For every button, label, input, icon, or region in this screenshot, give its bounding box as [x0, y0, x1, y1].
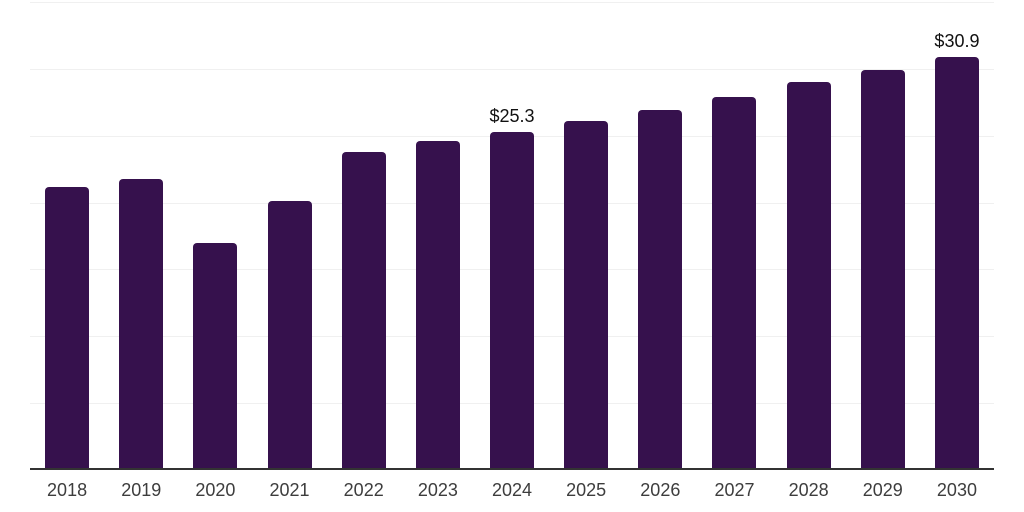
bar-2018	[45, 186, 90, 470]
x-tick-label-2018: 2018	[47, 480, 88, 500]
x-tick-label-2024: 2024	[491, 480, 533, 500]
gridline	[30, 2, 994, 3]
bar-group-2024: $25.3	[475, 0, 549, 470]
x-axis-labels: 2018 2019 2020 2021 2022 2023 2024 2025 2026 2027…	[30, 480, 994, 501]
bar-2023	[415, 141, 460, 470]
bar-group-2028	[772, 0, 846, 470]
bar-group-2027	[697, 0, 771, 470]
plot-area: $25.3 $30.9	[30, 0, 994, 470]
x-tick-label-2026: 2026	[640, 480, 681, 500]
bars-container: $25.3 $30.9	[30, 0, 994, 470]
bar-group-2025	[549, 0, 623, 470]
x-tick-label-2030: 2030	[936, 480, 977, 500]
x-tick-label-2023: 2023	[417, 480, 458, 500]
x-tick-label-2020: 2020	[195, 480, 236, 500]
bar-2030: $30.9	[934, 31, 979, 470]
bar-2019	[119, 178, 164, 470]
x-tick-label-2025: 2025	[566, 480, 607, 500]
bar-2029	[860, 70, 905, 470]
bar-group-2026	[623, 0, 697, 470]
x-tick-label-2027: 2027	[714, 480, 755, 500]
x-tick-label-2022: 2022	[343, 480, 384, 500]
bar-group-2030: $30.9	[920, 0, 994, 470]
bar-2027	[712, 96, 757, 470]
x-tick-label-2019: 2019	[121, 480, 162, 500]
bar-group-2022	[327, 0, 401, 470]
bar-2026	[638, 110, 683, 470]
bar-group-2021	[252, 0, 326, 470]
x-tick-label-2021: 2021	[269, 480, 310, 500]
x-tick-label-2028: 2028	[788, 480, 829, 500]
bar-group-2020	[178, 0, 252, 470]
x-axis-line	[30, 468, 994, 470]
bar-group-2029	[846, 0, 920, 470]
bar-2021	[267, 201, 312, 470]
bar-2020	[193, 242, 238, 470]
gridline	[30, 68, 994, 70]
bar-group-2023	[401, 0, 475, 470]
x-tick-label-2029: 2029	[862, 480, 903, 500]
bar-group-2018	[30, 0, 104, 470]
bar-value-label-2030: $30.9	[934, 31, 980, 52]
bar-value-label-2024: $25.3	[489, 105, 535, 126]
bar-2022	[341, 151, 386, 470]
bar-group-2019	[104, 0, 178, 470]
bar-2024: $25.3	[489, 106, 535, 470]
bar-2025	[564, 121, 609, 470]
bar-2028	[786, 82, 831, 470]
